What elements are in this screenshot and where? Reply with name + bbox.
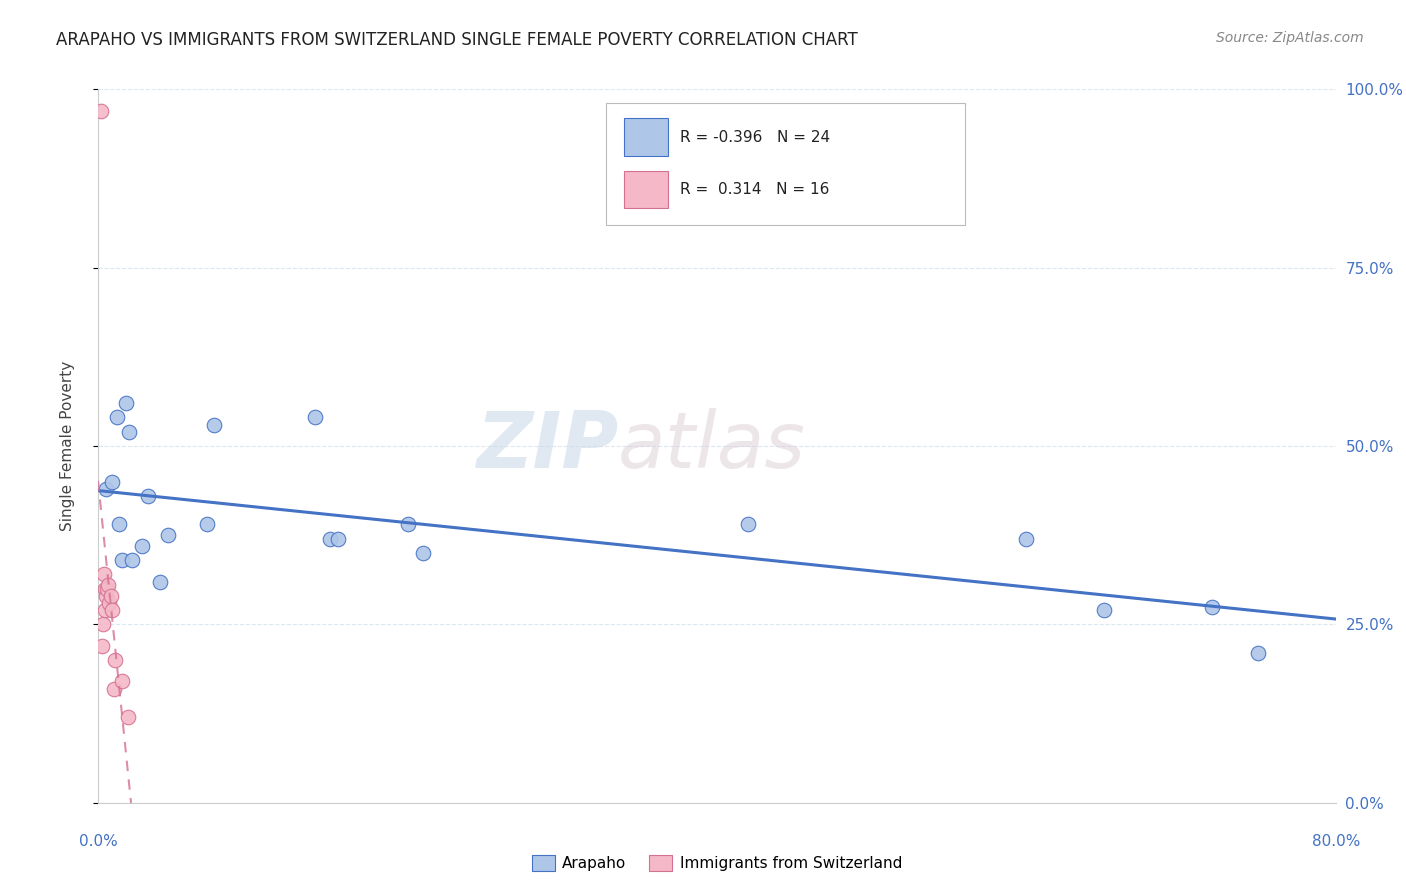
Point [115,396,138,410]
Point [1092,603,1115,617]
Point [104,653,127,667]
Point [98,596,121,610]
Point [149,574,172,589]
Y-axis label: Single Female Poverty: Single Female Poverty [60,361,75,531]
Point [737,517,759,532]
Point [131,539,153,553]
FancyBboxPatch shape [606,103,965,225]
Point [96,589,118,603]
Point [136,489,159,503]
Point [204,417,226,432]
Point [1201,599,1223,614]
Text: ZIP: ZIP [475,408,619,484]
Bar [624,170,668,208]
Point [396,517,419,532]
Point [93,603,115,617]
Point [111,553,134,567]
Text: 80.0%: 80.0% [1312,834,1360,849]
Point [105,410,128,425]
Point [326,532,350,546]
Point [91,639,114,653]
Text: R =  0.314   N = 16: R = 0.314 N = 16 [681,182,830,196]
Point [121,553,143,567]
Point [91,617,114,632]
Point [117,710,139,724]
Point [1247,646,1270,660]
Point [1015,532,1038,546]
Point [319,532,342,546]
Point [103,681,125,696]
Point [96,582,118,596]
Point [90,103,112,118]
Bar [624,119,668,155]
Point [304,410,326,425]
Point [107,517,129,532]
Text: ARAPAHO VS IMMIGRANTS FROM SWITZERLAND SINGLE FEMALE POVERTY CORRELATION CHART: ARAPAHO VS IMMIGRANTS FROM SWITZERLAND S… [56,31,858,49]
Point [111,674,134,689]
Point [118,425,141,439]
Point [97,578,120,592]
Point [100,589,122,603]
Point [93,567,115,582]
Point [96,482,118,496]
Point [195,517,218,532]
Text: R = -0.396   N = 24: R = -0.396 N = 24 [681,129,830,145]
Point [101,475,124,489]
Point [157,528,180,542]
Point [101,603,124,617]
Point [94,582,117,596]
Text: 0.0%: 0.0% [79,834,118,849]
Text: atlas: atlas [619,408,806,484]
Point [412,546,434,560]
Legend: Arapaho, Immigrants from Switzerland: Arapaho, Immigrants from Switzerland [526,849,908,877]
Text: Source: ZipAtlas.com: Source: ZipAtlas.com [1216,31,1364,45]
